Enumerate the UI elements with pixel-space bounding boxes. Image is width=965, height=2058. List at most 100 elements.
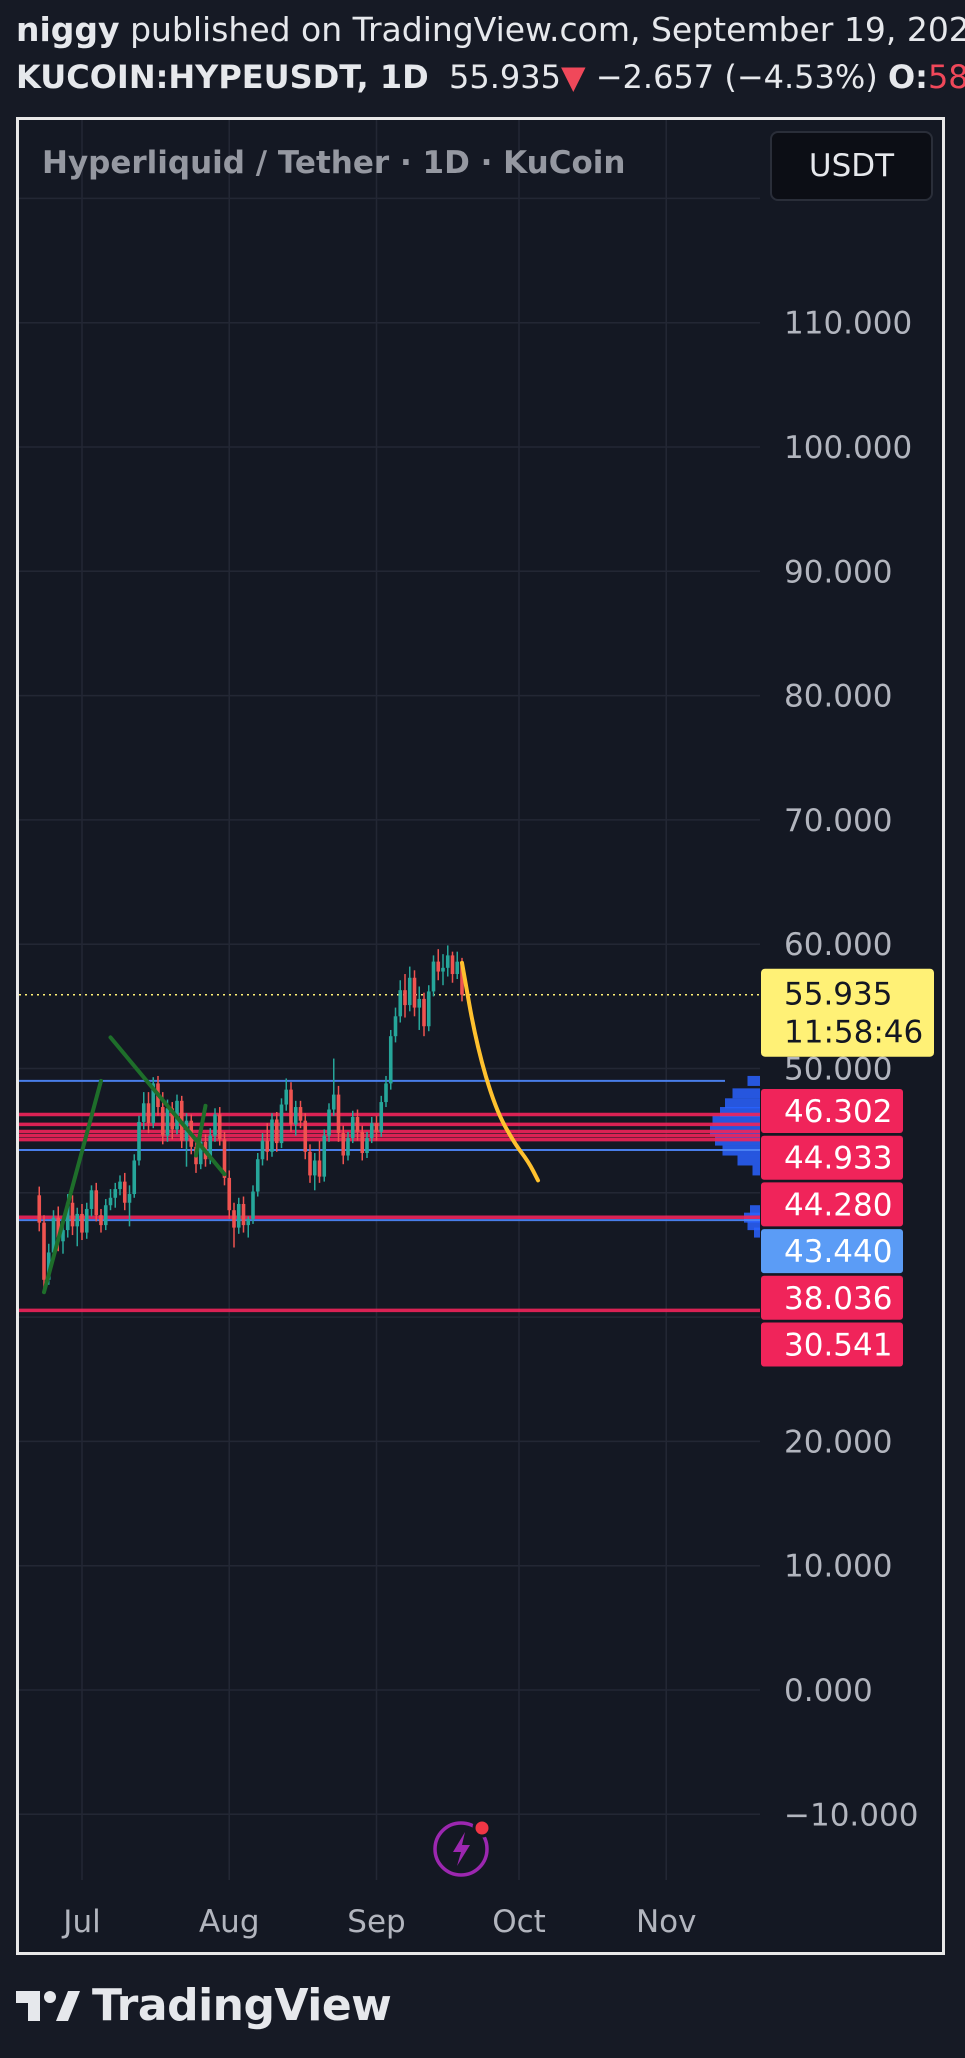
y-tick-label: 10.000 — [784, 1549, 892, 1585]
price-level-badge — [761, 1182, 903, 1227]
candle-body — [436, 961, 441, 972]
candle — [246, 1216, 251, 1238]
candle — [412, 970, 417, 1017]
candle — [42, 1215, 46, 1289]
candle — [327, 1103, 331, 1142]
candle-body — [322, 1135, 327, 1177]
candle — [89, 1185, 94, 1217]
candle — [94, 1182, 99, 1222]
candle — [431, 955, 436, 997]
candle-body — [393, 1016, 398, 1037]
candle — [213, 1108, 217, 1142]
volume-profile-bar — [747, 1220, 760, 1231]
open-value: 58.594 — [927, 58, 965, 96]
candles — [37, 945, 464, 1289]
x-tick-label: Jul — [61, 1904, 100, 1940]
candle-body — [46, 1252, 51, 1280]
candle-body — [260, 1140, 265, 1160]
candle-body — [455, 961, 460, 975]
y-tick-label: 110.000 — [784, 306, 912, 342]
candle — [293, 1100, 298, 1136]
currency-button[interactable]: USDT — [770, 131, 933, 201]
forecast-curve — [460, 960, 540, 1183]
candle — [403, 974, 407, 1018]
candle-body — [132, 1160, 137, 1195]
candle-body — [398, 990, 403, 1017]
x-axis-labels: Jul Aug Sep Oct Nov — [61, 1904, 696, 1940]
countdown-label: 11:58:46 — [784, 1015, 923, 1051]
candle-body — [412, 977, 417, 1008]
volume-profile-bar — [750, 1205, 760, 1216]
candle-body — [208, 1135, 213, 1160]
candle-body — [289, 1089, 293, 1125]
candle-body — [279, 1104, 284, 1144]
candle-body — [118, 1181, 122, 1190]
candle — [398, 980, 403, 1023]
candle-body — [331, 1094, 336, 1110]
candle — [217, 1107, 222, 1146]
candle-body — [303, 1120, 308, 1152]
candle-body — [222, 1139, 227, 1178]
candle — [365, 1131, 369, 1158]
lightning-icon[interactable] — [432, 1816, 494, 1878]
candle-body — [146, 1103, 151, 1124]
candle — [127, 1185, 132, 1227]
candle-body — [213, 1114, 217, 1136]
price-level-label: 44.280 — [784, 1187, 892, 1223]
candle — [331, 1058, 336, 1116]
candle — [146, 1092, 151, 1134]
candle — [422, 992, 426, 1037]
candle-body — [42, 1222, 46, 1280]
price-level-badge — [761, 1089, 903, 1133]
volume-profile-bar — [747, 1075, 760, 1086]
price-level-label: 43.440 — [784, 1234, 892, 1270]
price-level-badge — [761, 1135, 903, 1180]
candle — [265, 1123, 270, 1161]
candle — [298, 1100, 303, 1129]
price-change: −2.657 (−4.53%) — [595, 58, 878, 96]
x-tick-label: Sep — [347, 1904, 405, 1940]
change-arrow-icon: ▼ — [560, 58, 586, 96]
candle-body — [312, 1160, 317, 1176]
author-name[interactable]: niggy — [16, 10, 120, 49]
y-tick-label: 100.000 — [784, 430, 912, 466]
candle — [118, 1175, 122, 1196]
candle-body — [232, 1210, 236, 1228]
volume-profile-bar — [737, 1155, 760, 1166]
volume-profile-bar — [752, 1165, 760, 1176]
candle-body — [37, 1195, 42, 1223]
published-text: published on TradingView.com, September … — [130, 10, 965, 49]
candle-body — [255, 1159, 260, 1192]
candle-body — [270, 1119, 274, 1152]
candle — [99, 1208, 103, 1233]
candle — [108, 1189, 113, 1211]
x-tick-label: Oct — [492, 1904, 546, 1940]
candle-body — [441, 967, 445, 972]
price-level-label: 44.933 — [784, 1141, 892, 1177]
candle — [317, 1140, 322, 1183]
price-level-label: 30.541 — [784, 1328, 892, 1364]
candle-body — [365, 1138, 369, 1154]
candle — [84, 1202, 89, 1239]
candle-body — [84, 1208, 89, 1233]
candle-body — [298, 1107, 303, 1121]
tradingview-brand[interactable]: TradingView — [16, 1980, 392, 2031]
candle-body — [407, 977, 412, 1006]
candle-body — [422, 998, 426, 1027]
candle-body — [246, 1218, 251, 1226]
candle-body — [274, 1119, 279, 1144]
candle-body — [165, 1108, 170, 1136]
candle — [407, 966, 412, 1012]
candle-body — [308, 1151, 312, 1176]
candle-body — [374, 1123, 379, 1132]
tradingview-logo-icon — [16, 1990, 80, 2021]
candle-body — [65, 1202, 70, 1231]
x-tick-label: Aug — [199, 1904, 260, 1940]
symbol-name[interactable]: KUCOIN:HYPEUSDT, 1D — [16, 58, 429, 96]
candle — [137, 1115, 141, 1166]
candle-body — [122, 1181, 127, 1203]
candle — [417, 986, 422, 1030]
candle-body — [355, 1116, 360, 1132]
candle-body — [127, 1194, 132, 1203]
